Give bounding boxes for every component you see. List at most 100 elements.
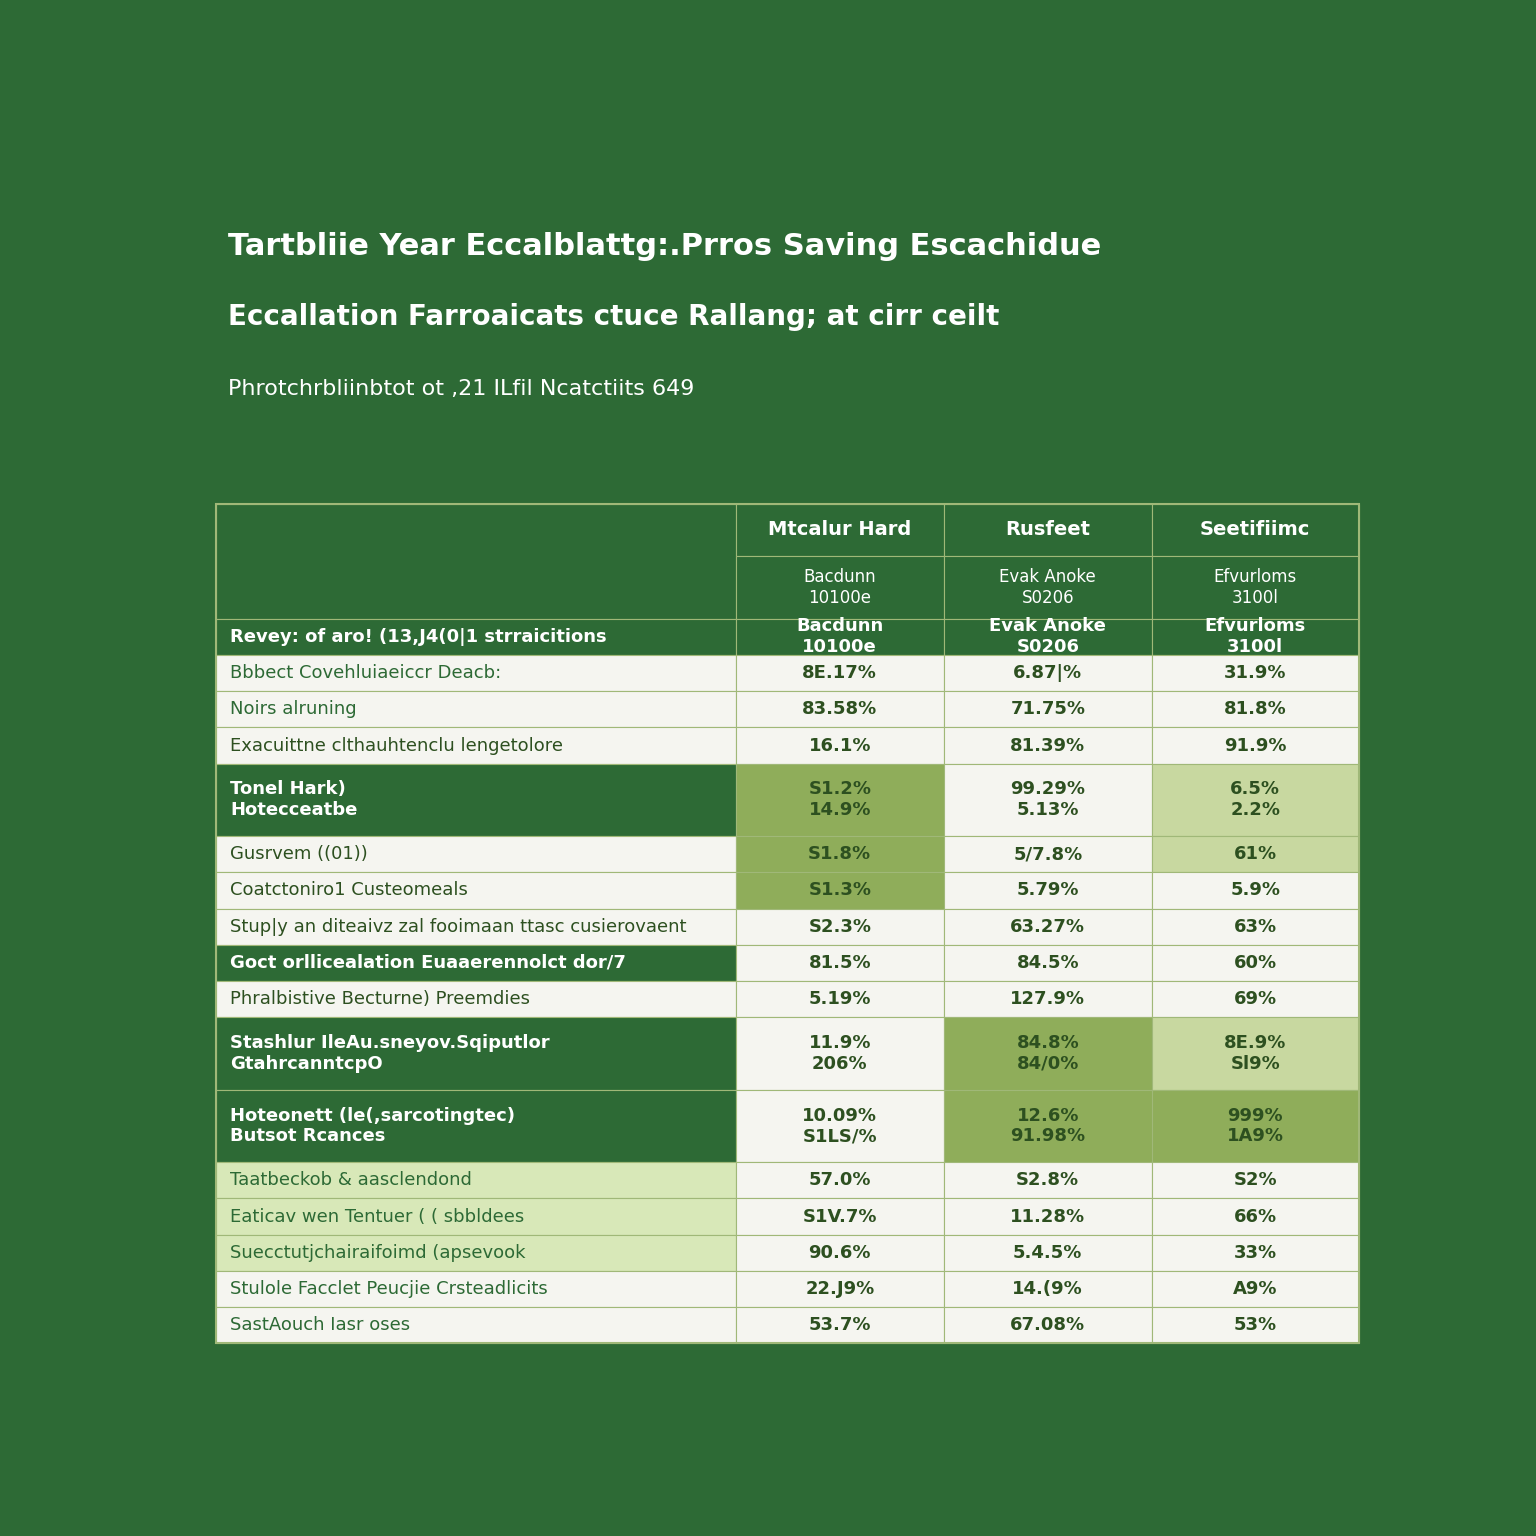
FancyBboxPatch shape [736,1307,943,1344]
Text: 14.(9%: 14.(9% [1012,1279,1083,1298]
FancyBboxPatch shape [943,872,1152,909]
Text: 71.75%: 71.75% [1011,700,1086,719]
FancyBboxPatch shape [736,654,943,691]
Text: Hoteonett (le(,sarcotingtec)
Butsot Rcances: Hoteonett (le(,sarcotingtec) Butsot Rcan… [230,1106,515,1146]
FancyBboxPatch shape [1152,982,1359,1017]
Text: 22.J9%: 22.J9% [805,1279,874,1298]
FancyBboxPatch shape [215,619,736,654]
FancyBboxPatch shape [943,1270,1152,1307]
FancyBboxPatch shape [215,1235,736,1270]
FancyBboxPatch shape [1152,909,1359,945]
Text: 6.87|%: 6.87|% [1014,664,1083,682]
FancyBboxPatch shape [215,945,736,982]
Text: 33%: 33% [1233,1244,1276,1261]
FancyBboxPatch shape [215,1307,736,1344]
FancyBboxPatch shape [1152,728,1359,763]
Text: 67.08%: 67.08% [1011,1316,1086,1335]
FancyBboxPatch shape [943,504,1152,556]
Text: 99.29%
5.13%: 99.29% 5.13% [1011,780,1086,819]
FancyBboxPatch shape [1152,1089,1359,1163]
FancyBboxPatch shape [736,872,943,909]
Text: Eaticav wen Tentuer ( ( sbbldees: Eaticav wen Tentuer ( ( sbbldees [230,1207,524,1226]
FancyBboxPatch shape [1152,654,1359,691]
Text: 69%: 69% [1233,991,1276,1008]
FancyBboxPatch shape [1152,872,1359,909]
Text: 11.9%
206%: 11.9% 206% [808,1034,871,1074]
FancyBboxPatch shape [1152,691,1359,728]
Text: Stashlur IleAu.sneyov.Sqiputlor
GtahrcanntcpO: Stashlur IleAu.sneyov.Sqiputlor Gtahrcan… [230,1034,550,1074]
Text: 91.9%: 91.9% [1224,737,1287,754]
Text: Bacdunn
10100e: Bacdunn 10100e [796,617,883,656]
Text: 63%: 63% [1233,917,1276,935]
FancyBboxPatch shape [943,836,1152,872]
FancyBboxPatch shape [215,982,736,1017]
Text: 6.5%
2.2%: 6.5% 2.2% [1230,780,1279,819]
FancyBboxPatch shape [736,728,943,763]
Text: 81.8%: 81.8% [1224,700,1287,719]
Text: Evak Anoke
S0206: Evak Anoke S0206 [989,617,1106,656]
FancyBboxPatch shape [736,836,943,872]
Text: Phralbistive Becturne) Preemdies: Phralbistive Becturne) Preemdies [230,991,530,1008]
FancyBboxPatch shape [943,982,1152,1017]
FancyBboxPatch shape [943,1089,1152,1163]
Text: A9%: A9% [1233,1279,1278,1298]
Text: 84.5%: 84.5% [1017,954,1080,972]
FancyBboxPatch shape [943,909,1152,945]
Text: 999%
1A9%: 999% 1A9% [1227,1106,1284,1146]
FancyBboxPatch shape [215,872,736,909]
FancyBboxPatch shape [1152,1307,1359,1344]
FancyBboxPatch shape [215,504,736,619]
Text: S1.8%: S1.8% [808,845,871,863]
FancyBboxPatch shape [736,1089,943,1163]
FancyBboxPatch shape [1152,1163,1359,1198]
FancyBboxPatch shape [736,504,943,556]
FancyBboxPatch shape [736,945,943,982]
FancyBboxPatch shape [943,556,1152,619]
Text: 127.9%: 127.9% [1011,991,1086,1008]
FancyBboxPatch shape [215,1270,736,1307]
Text: Phrotchrbliinbtot ot ,21 ILfil Ncatctiits 649: Phrotchrbliinbtot ot ,21 ILfil Ncatctiit… [227,379,694,399]
Text: Gusrvem ((01)): Gusrvem ((01)) [230,845,367,863]
FancyBboxPatch shape [736,763,943,836]
Text: Rusfeet: Rusfeet [1005,521,1091,539]
FancyBboxPatch shape [1152,504,1359,556]
FancyBboxPatch shape [215,728,736,763]
Text: 84.8%
84/0%: 84.8% 84/0% [1017,1034,1080,1074]
FancyBboxPatch shape [1152,763,1359,836]
FancyBboxPatch shape [943,619,1152,654]
Text: Stulole Facclet Peucjie Crsteadlicits: Stulole Facclet Peucjie Crsteadlicits [230,1279,548,1298]
FancyBboxPatch shape [943,945,1152,982]
FancyBboxPatch shape [215,763,736,836]
FancyBboxPatch shape [943,1163,1152,1198]
FancyBboxPatch shape [1152,1270,1359,1307]
FancyBboxPatch shape [1152,556,1359,619]
FancyBboxPatch shape [736,909,943,945]
FancyBboxPatch shape [1152,1198,1359,1235]
Text: 8E.9%
Sl9%: 8E.9% Sl9% [1224,1034,1286,1074]
FancyBboxPatch shape [943,1307,1152,1344]
Text: Coatctoniro1 Custeomeals: Coatctoniro1 Custeomeals [230,882,468,900]
Text: 5.9%: 5.9% [1230,882,1279,900]
Text: 5.4.5%: 5.4.5% [1014,1244,1083,1261]
Text: S1.3%: S1.3% [808,882,871,900]
FancyBboxPatch shape [943,1017,1152,1089]
Text: 8E.17%: 8E.17% [802,664,877,682]
FancyBboxPatch shape [736,556,943,619]
Text: 83.58%: 83.58% [802,700,877,719]
FancyBboxPatch shape [215,654,736,691]
Text: 81.39%: 81.39% [1011,737,1086,754]
Text: 5.79%: 5.79% [1017,882,1078,900]
Text: Suecctutjchairaifoimd (apsevook: Suecctutjchairaifoimd (apsevook [230,1244,525,1261]
Text: SastAouch Iasr oses: SastAouch Iasr oses [230,1316,410,1335]
Text: Eccallation Farroaicats ctuce Rallang; at cirr ceilt: Eccallation Farroaicats ctuce Rallang; a… [227,303,998,330]
FancyBboxPatch shape [736,1235,943,1270]
FancyBboxPatch shape [943,654,1152,691]
FancyBboxPatch shape [215,1198,736,1235]
Text: Evak Anoke
S0206: Evak Anoke S0206 [1000,568,1097,607]
Text: Taatbeckob & aasclendond: Taatbeckob & aasclendond [230,1172,472,1189]
FancyBboxPatch shape [943,728,1152,763]
FancyBboxPatch shape [1152,1235,1359,1270]
FancyBboxPatch shape [215,1089,736,1163]
Text: 53%: 53% [1233,1316,1276,1335]
Text: 31.9%: 31.9% [1224,664,1287,682]
